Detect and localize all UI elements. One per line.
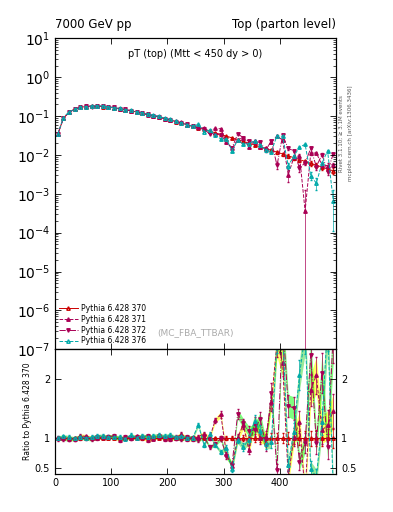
Text: (MC_FBA_TTBAR): (MC_FBA_TTBAR) xyxy=(157,328,234,337)
Legend: Pythia 6.428 370, Pythia 6.428 371, Pythia 6.428 372, Pythia 6.428 376: Pythia 6.428 370, Pythia 6.428 371, Pyth… xyxy=(59,304,146,346)
Text: 7000 GeV pp: 7000 GeV pp xyxy=(55,17,132,31)
Text: pT (top) (Mtt < 450 dy > 0): pT (top) (Mtt < 450 dy > 0) xyxy=(129,49,263,59)
Text: mcplots.cern.ch [arXiv:1306.3436]: mcplots.cern.ch [arXiv:1306.3436] xyxy=(348,86,353,181)
Y-axis label: Ratio to Pythia 6.428 370: Ratio to Pythia 6.428 370 xyxy=(23,362,32,460)
Text: Top (parton level): Top (parton level) xyxy=(232,17,336,31)
Text: Rivet 3.1.10; ≥ 3.1M events: Rivet 3.1.10; ≥ 3.1M events xyxy=(339,95,344,172)
